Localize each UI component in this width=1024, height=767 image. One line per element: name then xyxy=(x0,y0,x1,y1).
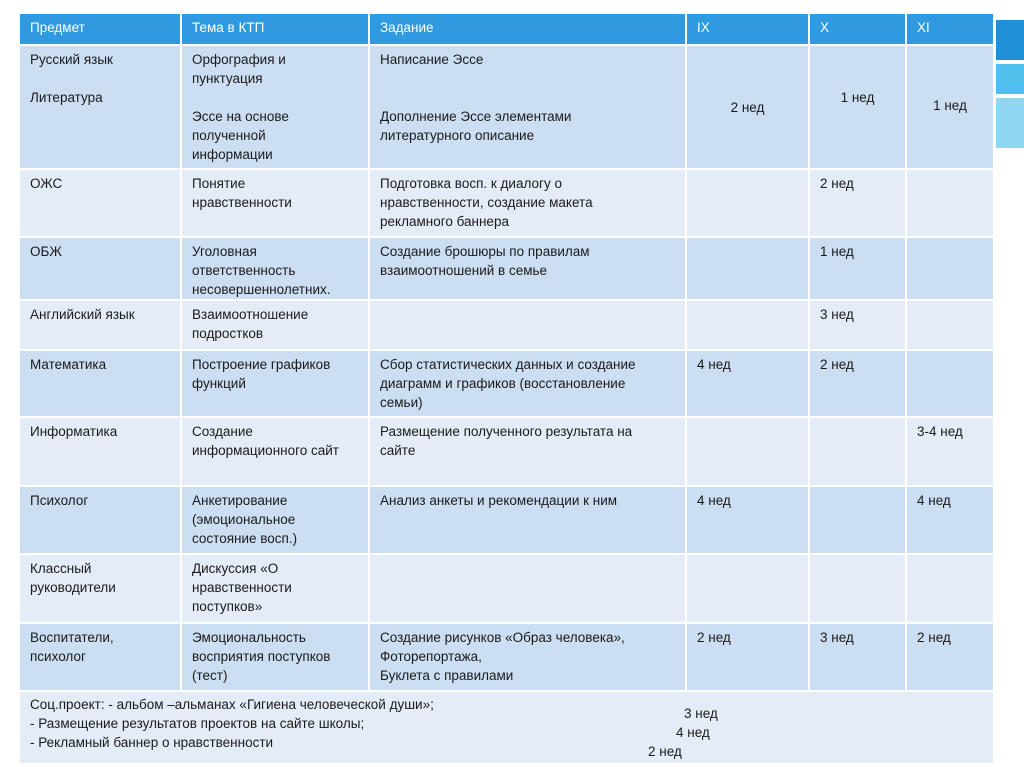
table-cell: 4 нед xyxy=(905,485,995,555)
header-cell: IX xyxy=(685,12,810,46)
footer-cell: Соц.проект: - альбом –альманах «Гигиена … xyxy=(18,690,995,765)
table-cell: ОБЖ xyxy=(18,236,182,301)
table-cell xyxy=(808,416,907,487)
table-cell: Эмоциональность восприятия поступков (те… xyxy=(180,622,370,692)
table-row: ОБЖ Уголовная ответственность несовершенн… xyxy=(18,236,995,301)
table-cell xyxy=(368,553,687,624)
table-cell: Дискуссия «О нравственности поступков» xyxy=(180,553,370,624)
table-cell: 3 нед xyxy=(808,299,907,351)
table-cell xyxy=(905,349,995,418)
table-cell: Создание рисунков «Образ человека», Фото… xyxy=(368,622,687,692)
table-cell xyxy=(685,236,810,301)
table-cell: Анализ анкеты и рекомендации к ним xyxy=(368,485,687,555)
table-cell: 1 нед xyxy=(808,236,907,301)
footer-duration: 4 нед xyxy=(676,725,710,740)
table-cell: Математика xyxy=(18,349,182,418)
table-cell: 2 нед xyxy=(808,349,907,418)
table-row: Психолог Анкетирование (эмоциональное сос… xyxy=(18,485,995,555)
table-cell: 2 нед xyxy=(808,168,907,238)
table-cell: Размещение полученного результата на сай… xyxy=(368,416,687,487)
footer-duration: 2 нед xyxy=(648,744,682,759)
header-cell: X xyxy=(808,12,907,46)
decoration xyxy=(996,98,1024,148)
table-cell: Взаимоотношение подростков xyxy=(180,299,370,351)
table-cell xyxy=(808,485,907,555)
schedule-table: Предмет Тема в КТП Задание IX X XI Русский яз… xyxy=(18,12,995,765)
table-cell: Написание Эссе Дополнение Эссе элементам… xyxy=(368,44,687,170)
decoration xyxy=(996,64,1024,94)
table-cell xyxy=(905,168,995,238)
table-cell: Понятие нравственности xyxy=(180,168,370,238)
table-cell: Подготовка восп. к диалогу о нравственно… xyxy=(368,168,687,238)
table-row: Английский язык Взаимоотношение подростко… xyxy=(18,299,995,351)
table-cell: 3-4 нед xyxy=(905,416,995,487)
table-cell: Орфография и пунктуация Эссе на основе п… xyxy=(180,44,370,170)
table-cell xyxy=(905,236,995,301)
table-cell: 3 нед xyxy=(808,622,907,692)
table-cell: Построение графиков функций xyxy=(180,349,370,418)
table-cell: Уголовная ответственность несовершенноле… xyxy=(180,236,370,301)
table-cell: 2 нед xyxy=(685,44,810,170)
table-cell xyxy=(808,553,907,624)
header-cell: Предмет xyxy=(18,12,182,46)
header-cell: Задание xyxy=(368,12,687,46)
table-row: Воспитатели, психолог Эмоциональность вос… xyxy=(18,622,995,692)
table-cell: Информатика xyxy=(18,416,182,487)
table-cell xyxy=(905,553,995,624)
table-row: ОЖС Понятие нравственности Подготовка восп… xyxy=(18,168,995,238)
table-cell: Английский язык xyxy=(18,299,182,351)
table-cell: Классный руководители xyxy=(18,553,182,624)
table-cell: Сбор статистических данных и создание ди… xyxy=(368,349,687,418)
table-row: Русский язык Литература Орфография и пунк… xyxy=(18,44,995,170)
table-cell: Анкетирование (эмоциональное состояние в… xyxy=(180,485,370,555)
table-cell: ОЖС xyxy=(18,168,182,238)
table-row: Математика Построение графиков функций Сбо… xyxy=(18,349,995,418)
table-cell: 4 нед xyxy=(685,349,810,418)
table-cell: 1 нед xyxy=(808,44,907,170)
header-cell: Тема в КТП xyxy=(180,12,370,46)
table-cell: Русский язык Литература xyxy=(18,44,182,170)
table-cell xyxy=(685,416,810,487)
table-cell xyxy=(905,299,995,351)
table-row: Информатика Создание информационного сайт… xyxy=(18,416,995,487)
table-cell xyxy=(685,168,810,238)
header-row: Предмет Тема в КТП Задание IX X XI xyxy=(18,12,995,46)
table-cell xyxy=(685,299,810,351)
table-cell: 4 нед xyxy=(685,485,810,555)
table-cell: Воспитатели, психолог xyxy=(18,622,182,692)
footer-line: - Размещение результатов проектов на сай… xyxy=(30,716,365,731)
table-row: Классный руководители Дискуссия «О нравст… xyxy=(18,553,995,624)
table-cell: Создание информационного сайт xyxy=(180,416,370,487)
table-cell xyxy=(368,299,687,351)
table-cell: Создание брошюры по правилам взаимоотнош… xyxy=(368,236,687,301)
table-cell: 2 нед xyxy=(905,622,995,692)
table-cell: 2 нед xyxy=(685,622,810,692)
table-cell xyxy=(685,553,810,624)
table-cell: 1 нед xyxy=(905,44,995,170)
footer-line: Соц.проект: - альбом –альманах «Гигиена … xyxy=(30,697,434,712)
decoration xyxy=(996,20,1024,60)
table-cell: Психолог xyxy=(18,485,182,555)
header-cell: XI xyxy=(905,12,995,46)
footer-duration: 3 нед xyxy=(684,706,718,721)
footer-row: Соц.проект: - альбом –альманах «Гигиена … xyxy=(18,690,995,765)
footer-line: - Рекламный баннер о нравственности xyxy=(30,735,274,750)
